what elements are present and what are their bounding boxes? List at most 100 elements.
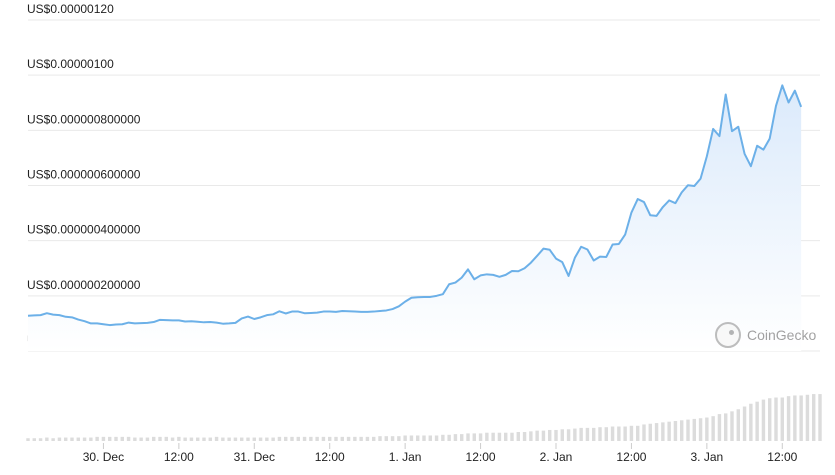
volume-bar bbox=[447, 434, 451, 441]
volume-bar bbox=[195, 437, 200, 441]
volume-bar bbox=[623, 426, 627, 441]
volume-bar bbox=[346, 436, 351, 441]
volume-bar bbox=[786, 396, 791, 441]
volume-bar bbox=[120, 436, 125, 441]
volume-bar bbox=[158, 436, 162, 441]
volume-bar bbox=[384, 436, 389, 441]
volume-bar bbox=[126, 436, 131, 441]
volume-bar bbox=[522, 432, 527, 441]
volume-bar bbox=[585, 427, 590, 441]
volume-bar bbox=[466, 433, 470, 441]
y-tick-label: US$0.000000600000 bbox=[27, 168, 141, 182]
volume-bar bbox=[340, 436, 345, 441]
volume-bar bbox=[359, 436, 363, 441]
volume-bar bbox=[510, 432, 514, 441]
volume-bar bbox=[327, 436, 332, 441]
volume-bar bbox=[629, 425, 634, 441]
volume-bar bbox=[252, 437, 257, 441]
volume-bar bbox=[459, 434, 464, 441]
volume-bar bbox=[145, 437, 150, 441]
price-line bbox=[27, 84, 803, 327]
volume-bar bbox=[780, 397, 785, 441]
volume-bar bbox=[654, 423, 659, 441]
volume-bar bbox=[221, 437, 225, 441]
volume-bar bbox=[353, 436, 357, 441]
volume-bar bbox=[686, 419, 690, 441]
volume-bar bbox=[57, 437, 62, 441]
volume-bar bbox=[403, 435, 407, 441]
volume-bar bbox=[516, 432, 521, 441]
volume-bar bbox=[390, 436, 395, 441]
price-series-line bbox=[27, 84, 803, 327]
volume-bar bbox=[667, 421, 671, 441]
volume-bar bbox=[277, 436, 282, 441]
volume-bar bbox=[610, 426, 615, 441]
volume-bar bbox=[51, 438, 55, 441]
volume-bar bbox=[679, 420, 684, 441]
volume-bar bbox=[711, 416, 715, 441]
x-tick-label: 12:00 bbox=[164, 450, 194, 464]
volume-bar bbox=[742, 406, 747, 441]
volume-bar bbox=[133, 437, 137, 441]
volume-bar bbox=[478, 433, 483, 441]
volume-bar bbox=[535, 430, 539, 441]
volume-bar bbox=[227, 437, 231, 441]
volume-bar bbox=[591, 427, 596, 441]
volume-bar bbox=[82, 437, 87, 441]
volume-bar bbox=[698, 418, 703, 441]
volume-bar bbox=[642, 424, 646, 441]
price-area bbox=[28, 85, 802, 352]
volume-bar bbox=[214, 436, 219, 441]
y-tick-label: US$0.00000120 bbox=[27, 2, 114, 16]
volume-bar bbox=[541, 430, 546, 441]
volume-bar bbox=[503, 432, 508, 441]
volume-bar bbox=[428, 435, 433, 441]
volume-bar bbox=[170, 437, 175, 441]
volume-bar bbox=[397, 436, 401, 441]
volume-bar bbox=[258, 437, 263, 441]
volume-bar bbox=[409, 435, 414, 441]
volume-bar bbox=[793, 395, 797, 441]
volume-bar bbox=[755, 401, 759, 441]
volume-bar bbox=[554, 429, 558, 441]
volume-bar bbox=[95, 436, 99, 441]
volume-bar bbox=[472, 433, 477, 441]
volume-bar bbox=[774, 397, 778, 441]
volume-bar bbox=[617, 426, 621, 441]
volume-bar bbox=[164, 436, 169, 441]
volume-bar bbox=[139, 437, 143, 441]
x-tick-label: 3. Jan bbox=[691, 450, 724, 464]
volume-bar bbox=[422, 435, 426, 441]
volume-bar bbox=[76, 437, 81, 441]
watermark-text: CoinGecko bbox=[747, 327, 817, 343]
volume-bar bbox=[101, 436, 106, 441]
price-area-fill bbox=[28, 85, 802, 352]
volume-bar bbox=[189, 437, 194, 441]
volume-bar bbox=[283, 436, 288, 441]
volume-bar bbox=[378, 436, 382, 441]
volume-bar bbox=[598, 427, 602, 441]
volume-bar bbox=[673, 420, 678, 441]
volume-bars bbox=[26, 394, 822, 441]
volume-bar bbox=[497, 432, 502, 441]
y-axis-labels: US$0.00US$0.000000200000US$0.00000040000… bbox=[27, 2, 141, 347]
volume-bar bbox=[415, 435, 420, 441]
volume-bar bbox=[485, 432, 489, 441]
x-tick-label: 30. Dec bbox=[83, 450, 124, 464]
volume-bar bbox=[290, 436, 294, 441]
volume-bar bbox=[529, 431, 533, 441]
volume-bar bbox=[63, 437, 68, 441]
volume-bar bbox=[767, 398, 772, 441]
volume-bar bbox=[811, 394, 816, 441]
x-tick-label: 1. Jan bbox=[389, 450, 422, 464]
volume-bar bbox=[761, 399, 766, 441]
volume-bar bbox=[805, 394, 810, 441]
volume-bar bbox=[441, 434, 445, 441]
volume-bar bbox=[648, 423, 653, 441]
volume-bar bbox=[321, 436, 326, 441]
volume-bar bbox=[309, 436, 313, 441]
volume-bar bbox=[818, 394, 822, 441]
y-tick-label: US$0.000000400000 bbox=[27, 223, 141, 237]
volume-bar bbox=[183, 437, 187, 441]
